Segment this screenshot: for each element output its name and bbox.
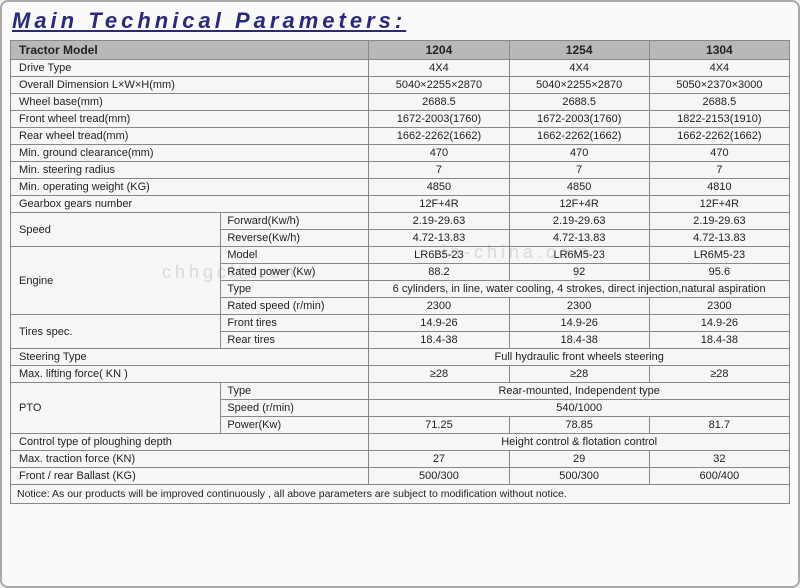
model-1304: 1304 xyxy=(649,41,789,60)
row-max-lift: Max. lifting force( KN )≥28≥28≥28 xyxy=(11,366,790,383)
row-tires-front: Tires spec.Front tires14.9-2614.9-2614.9… xyxy=(11,315,790,332)
notice-text: Notice: As our products will be improved… xyxy=(11,485,790,504)
spec-table: Tractor Model 1204 1254 1304 Drive Type4… xyxy=(10,40,790,504)
page-title: Main Technical Parameters: xyxy=(12,8,790,34)
row-engine-model: EngineModelLR6B5-23LR6M5-23LR6M5-23 xyxy=(11,247,790,264)
row-traction: Max. traction force (KN)272932 xyxy=(11,451,790,468)
header-row: Tractor Model 1204 1254 1304 xyxy=(11,41,790,60)
row-notice: Notice: As our products will be improved… xyxy=(11,485,790,504)
row-ballast: Front / rear Ballast (KG)500/300500/3006… xyxy=(11,468,790,485)
row-steering-radius: Min. steering radius777 xyxy=(11,162,790,179)
row-pto-type: PTOTypeRear-mounted, Independent type xyxy=(11,383,790,400)
row-ground-clearance: Min. ground clearance(mm)470470470 xyxy=(11,145,790,162)
row-speed-forward: SpeedForward(Kw/h)2.19-29.632.19-29.632.… xyxy=(11,213,790,230)
spec-sheet: Main Technical Parameters: Tractor Model… xyxy=(0,0,800,588)
model-1204: 1204 xyxy=(369,41,509,60)
row-gearbox: Gearbox gears number12F+4R12F+4R12F+4R xyxy=(11,196,790,213)
row-rear-tread: Rear wheel tread(mm)1662-2262(1662)1662-… xyxy=(11,128,790,145)
model-1254: 1254 xyxy=(509,41,649,60)
row-wheel-base: Wheel base(mm)2688.52688.52688.5 xyxy=(11,94,790,111)
row-drive-type: Drive Type4X44X44X4 xyxy=(11,60,790,77)
header-label: Tractor Model xyxy=(11,41,369,60)
row-front-tread: Front wheel tread(mm)1672-2003(1760)1672… xyxy=(11,111,790,128)
row-operating-weight: Min. operating weight (KG)485048504810 xyxy=(11,179,790,196)
row-steering-type: Steering TypeFull hydraulic front wheels… xyxy=(11,349,790,366)
row-overall-dim: Overall Dimension L×W×H(mm)5040×2255×287… xyxy=(11,77,790,94)
row-plough-control: Control type of ploughing depthHeight co… xyxy=(11,434,790,451)
